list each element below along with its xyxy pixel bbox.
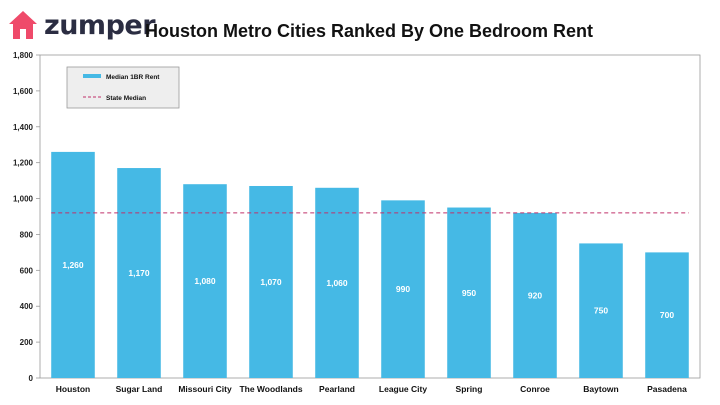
x-tick-label: Missouri City (178, 384, 232, 394)
bar-data-label: 1,170 (128, 268, 150, 278)
legend-box (66, 66, 180, 109)
legend-label-median: State Median (106, 95, 146, 102)
bar (579, 243, 623, 378)
bar-data-label: 750 (594, 306, 608, 316)
legend-label-bars: Median 1BR Rent (106, 74, 160, 81)
y-tick-label: 800 (20, 230, 34, 239)
y-tick-label: 1,800 (13, 51, 34, 60)
plot-area-frame (39, 54, 701, 379)
bar-data-label: 950 (462, 288, 476, 298)
x-tick-label: Sugar Land (116, 384, 163, 394)
bar-data-label: 990 (396, 284, 410, 294)
x-tick-label: Pearland (319, 384, 355, 394)
y-tick-label: 600 (20, 266, 34, 275)
x-tick-label: Spring (456, 384, 483, 394)
y-tick-label: 1,200 (13, 159, 34, 168)
y-tick-label: 400 (20, 302, 34, 311)
x-tick-label: League City (379, 384, 427, 394)
house-icon (9, 11, 37, 39)
y-tick-label: 1,600 (13, 87, 34, 96)
y-tick-label: 1,000 (13, 195, 34, 204)
x-tick-label: Conroe (520, 384, 550, 394)
x-tick-label: Baytown (583, 384, 618, 394)
bar (513, 212, 557, 378)
bar-data-label: 1,080 (194, 276, 216, 286)
bar (249, 185, 293, 378)
x-tick-label: Pasadena (647, 384, 687, 394)
chart-title: Houston Metro Cities Ranked By One Bedro… (145, 21, 594, 41)
brand-name: zumper (44, 9, 156, 41)
bar (51, 151, 95, 378)
y-tick-label: 200 (20, 338, 34, 347)
y-tick-label: 1,400 (13, 123, 34, 132)
bar-data-label: 1,060 (326, 278, 348, 288)
legend-swatch-bars (83, 74, 101, 78)
bar-data-label: 1,070 (260, 277, 282, 287)
y-tick-label: 0 (29, 374, 34, 383)
bar (315, 187, 359, 378)
bar (117, 168, 161, 378)
zumper-logo: zumper (6, 8, 156, 42)
bar (381, 200, 425, 378)
bar-data-label: 700 (660, 310, 674, 320)
x-tick-label: Houston (56, 384, 90, 394)
bar-data-label: 920 (528, 290, 542, 300)
bar-data-label: 1,260 (62, 260, 84, 270)
bar (645, 252, 689, 378)
bar (447, 207, 491, 378)
bar (183, 184, 227, 378)
x-tick-label: The Woodlands (239, 384, 302, 394)
